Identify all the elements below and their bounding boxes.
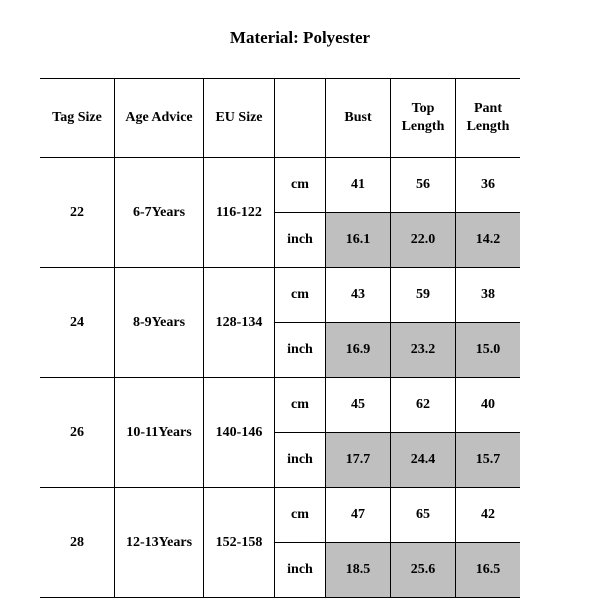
cell-tag-size: 22: [40, 158, 115, 268]
cell-bust: 16.1: [326, 213, 391, 268]
cell-pant-length: 38: [456, 268, 521, 323]
cell-age-advice: 6-7Years: [115, 158, 204, 268]
cell-unit: cm: [275, 268, 326, 323]
cell-unit: inch: [275, 323, 326, 378]
cell-pant-length: 15.0: [456, 323, 521, 378]
cell-bust: 18.5: [326, 543, 391, 598]
cell-top-length: 65: [391, 488, 456, 543]
cell-pant-length: 16.5: [456, 543, 521, 598]
table-row: 22 6-7Years 116-122 cm 41 56 36: [40, 158, 520, 213]
cell-bust: 47: [326, 488, 391, 543]
col-bust: Bust: [326, 79, 391, 158]
cell-bust: 16.9: [326, 323, 391, 378]
table-row: 28 12-13Years 152-158 cm 47 65 42: [40, 488, 520, 543]
cell-bust: 17.7: [326, 433, 391, 488]
cell-age-advice: 12-13Years: [115, 488, 204, 598]
cell-tag-size: 28: [40, 488, 115, 598]
cell-top-length: 22.0: [391, 213, 456, 268]
cell-unit: inch: [275, 433, 326, 488]
table-body: 22 6-7Years 116-122 cm 41 56 36 inch 16.…: [40, 158, 520, 598]
cell-top-length: 62: [391, 378, 456, 433]
table-row: 24 8-9Years 128-134 cm 43 59 38: [40, 268, 520, 323]
cell-age-advice: 8-9Years: [115, 268, 204, 378]
table-header-row: Tag Size Age Advice EU Size Bust Top Len…: [40, 79, 520, 158]
cell-eu-size: 152-158: [204, 488, 275, 598]
cell-unit: cm: [275, 378, 326, 433]
col-pant-length: Pant Length: [456, 79, 521, 158]
page-title: Material: Polyester: [0, 28, 600, 48]
cell-eu-size: 116-122: [204, 158, 275, 268]
col-eu-size: EU Size: [204, 79, 275, 158]
table-row: 26 10-11Years 140-146 cm 45 62 40: [40, 378, 520, 433]
cell-tag-size: 26: [40, 378, 115, 488]
cell-eu-size: 128-134: [204, 268, 275, 378]
size-table: Tag Size Age Advice EU Size Bust Top Len…: [40, 78, 520, 598]
cell-unit: inch: [275, 543, 326, 598]
cell-top-length: 25.6: [391, 543, 456, 598]
cell-tag-size: 24: [40, 268, 115, 378]
cell-unit: inch: [275, 213, 326, 268]
cell-bust: 43: [326, 268, 391, 323]
cell-eu-size: 140-146: [204, 378, 275, 488]
cell-bust: 45: [326, 378, 391, 433]
cell-top-length: 23.2: [391, 323, 456, 378]
col-top-length: Top Length: [391, 79, 456, 158]
col-tag-size: Tag Size: [40, 79, 115, 158]
cell-top-length: 59: [391, 268, 456, 323]
cell-age-advice: 10-11Years: [115, 378, 204, 488]
cell-unit: cm: [275, 488, 326, 543]
cell-top-length: 56: [391, 158, 456, 213]
col-unit: [275, 79, 326, 158]
cell-bust: 41: [326, 158, 391, 213]
cell-pant-length: 40: [456, 378, 521, 433]
cell-pant-length: 42: [456, 488, 521, 543]
cell-pant-length: 14.2: [456, 213, 521, 268]
cell-pant-length: 36: [456, 158, 521, 213]
cell-pant-length: 15.7: [456, 433, 521, 488]
cell-unit: cm: [275, 158, 326, 213]
size-chart-page: Material: Polyester Tag Size Age Advice …: [0, 0, 600, 600]
col-age-advice: Age Advice: [115, 79, 204, 158]
cell-top-length: 24.4: [391, 433, 456, 488]
